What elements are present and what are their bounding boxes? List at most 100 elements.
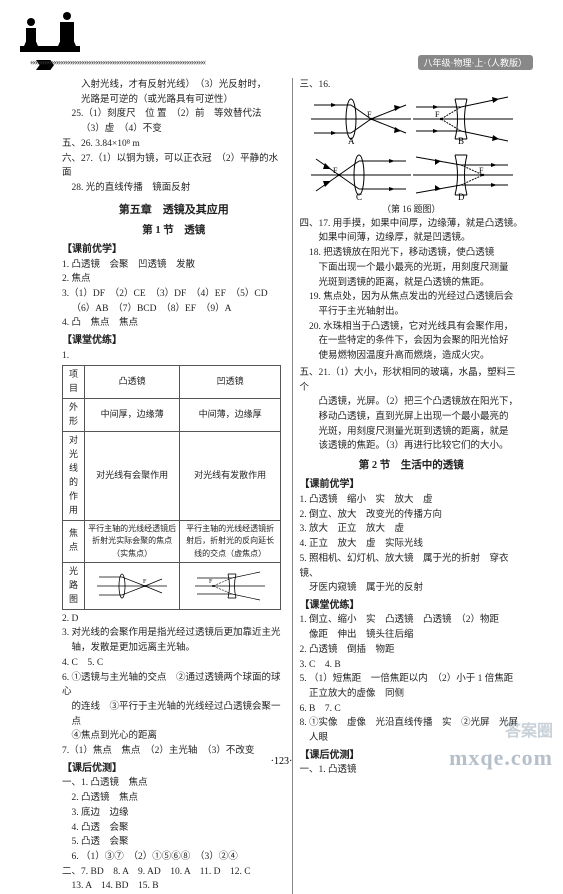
text: 使易燃物因温度升高而燃烧，造成火灾。 [300, 349, 524, 364]
concave-diagram-cell: F [180, 562, 281, 609]
text: 4. C 5. C [62, 656, 286, 671]
text: 6. ①透镜与主光轴的交点 ②通过透镜两个球面的球心 [62, 671, 286, 700]
text: 6. （1）③⑦ （2）①⑤⑥⑧ （3）②④ [62, 850, 286, 865]
text: 六、27.（1）以铜为镜，可以正衣冠 （2）平静的水面 [62, 152, 286, 181]
th: 凸透镜 [84, 366, 179, 399]
header-silhouette [20, 8, 80, 58]
text: 2. 凸透镜 焦点 [62, 791, 286, 806]
text: 该透镜的焦距。（3）再进行比较它们的大小。 [300, 439, 524, 454]
text: 1. 凸透镜 缩小 实 放大 虚 [300, 493, 524, 508]
th: 项目 [63, 366, 85, 399]
text: 2. 焦点 [62, 272, 286, 287]
header-label: 八年级·物理·上·（人教版） [418, 55, 534, 70]
text: 2. 凸透镜 倒插 物距 [300, 643, 524, 658]
text: 光路是可逆的（或光路具有可逆性） [62, 93, 286, 108]
td: 焦点 [63, 520, 85, 562]
text: 8. ①实像 虚像 光沿直线传播 实 ②光屏 光屏 [300, 716, 524, 731]
td: 对光线有发散作用 [180, 432, 281, 521]
q16-diagrams: F A F B F [311, 93, 511, 201]
section-title: 第 2 节 生活中的透镜 [300, 458, 524, 474]
svg-text:C: C [356, 192, 362, 201]
concave-lens-icon: F [195, 571, 265, 601]
main-content: 入射光线，才有反射光线） （3）光反射时， 光路是可逆的（或光路具有可逆性） 2… [62, 78, 523, 741]
td: 中间薄，边缘厚 [180, 399, 281, 432]
text: 5. 照相机、幻灯机、放大镜 属于光的折射 穿衣镜、 [300, 552, 524, 581]
text: 5. 凸透 会聚 [62, 835, 286, 850]
text: 19. 焦点处，因为从焦点发出的光经过凸透镜后会 [300, 290, 524, 305]
td: 中间厚，边缘薄 [84, 399, 179, 432]
section-title: 第 1 节 透镜 [62, 223, 286, 239]
subhead-kqyx: 【课前优学】 [62, 242, 286, 258]
watermark-url: mxqe.com [449, 745, 553, 771]
td: 平行主轴的光线经透镜折射后，折射光的反向延长线的交点（虚焦点） [180, 520, 281, 562]
text: 的连线 ③平行于主光轴的光线经过凸透镜会聚一点 [62, 700, 286, 729]
text: （6）AB （7）BCD （8）EF （9）A [62, 302, 286, 317]
text: 3. 底边 边缘 [62, 806, 286, 821]
header-chevrons: ««««««««««««««««««««««««««««««««««««««««… [30, 57, 418, 67]
q16-caption: （第 16 题图） [300, 203, 524, 217]
text: 6. B 7. C [300, 702, 524, 717]
text: 人眼 [300, 731, 524, 746]
text: 3.（1）DF （2）CE （3）DF （4）EF （5）CD [62, 287, 286, 302]
text: 28. 光的直线传播 镜面反射 [62, 181, 286, 196]
text: 3. 放大 正立 放大 虚 [300, 522, 524, 537]
text: 五、21.（1）大小，形状相同的玻璃，水晶，塑料三个 [300, 366, 524, 395]
convex-diagram-cell: F [84, 562, 179, 609]
td: 平行主轴的光线经透镜后折射光实际会聚的焦点（实焦点） [84, 520, 179, 562]
text: 18. 把透镜放在阳光下，移动透镜，使凸透镜 [300, 246, 524, 261]
text: 光斑到透镜的距离，就是凸透镜的焦距。 [300, 276, 524, 291]
text: 1. [62, 349, 286, 364]
text: 在一些特定的条件下，会因为会聚的阳光恰好 [300, 334, 524, 349]
header-bar: ««««««««««««««««««««««««««««««««««««««««… [30, 55, 533, 69]
svg-text:B: B [458, 136, 464, 145]
q16-label: 三、16. [300, 78, 524, 93]
lens-diagram-b: F B [413, 93, 513, 145]
text: 3. 对光线的会聚作用是指光经过透镜后更加靠近主光 [62, 626, 286, 641]
td: 对光线有会聚作用 [84, 432, 179, 521]
text: 凸透镜，光屏。（2）把三个凸透镜放在阳光下， [300, 395, 524, 410]
text: 平行于主光轴射出。 [300, 305, 524, 320]
text: ④焦点到光心的距离 [62, 729, 286, 744]
text: 1. 凸透镜 会聚 凹透镜 发散 [62, 258, 286, 273]
text: 1. 倒立、缩小 实 凸透镜 凸透镜 （2）物距 [300, 613, 524, 628]
text: 移动凸透镜，直到光屏上出现一个最小最亮的 [300, 410, 524, 425]
svg-text:F: F [209, 579, 213, 585]
subhead-ktyl: 【课堂优练】 [300, 598, 524, 614]
text: 2. 倒立、放大 改变光的传播方向 [300, 508, 524, 523]
text: 牙医内窥镜 属于光的反射 [300, 581, 524, 596]
text: 下面出现一个最小最亮的光斑，用刻度尺测量 [300, 261, 524, 276]
svg-text:F: F [143, 579, 147, 585]
lens-diagram-d: F D [413, 149, 513, 201]
text: 五、26. 3.84×10⁸ m [62, 137, 286, 152]
text: 4. 凸透 会聚 [62, 821, 286, 836]
lens-table: 项目 凸透镜 凹透镜 外形 中间厚，边缘薄 中间薄，边缘厚 对光线的作用 对光线… [62, 365, 281, 609]
text: 二、7. BD 8. A 9. AD 10. A 11. D 12. C [62, 865, 286, 880]
subhead-kqyx: 【课前优学】 [300, 477, 524, 493]
text: （3）虚 （4）不变 [62, 122, 286, 137]
text: 4. 凸 焦点 焦点 [62, 316, 286, 331]
svg-text:F: F [435, 110, 440, 119]
svg-text:D: D [458, 192, 465, 201]
chapter-title: 第五章 透镜及其应用 [62, 202, 286, 219]
text: 如果中间薄，边缘厚，就是凹透镜。 [300, 231, 524, 246]
td: 对光线的作用 [63, 432, 85, 521]
th: 凹透镜 [180, 366, 281, 399]
text: 4. 正立 放大 虚 实际光线 [300, 537, 524, 552]
text: 轴，发散是更加远离主光轴。 [62, 641, 286, 656]
text: 13. A 14. BD 15. B [62, 879, 286, 894]
td: 外形 [63, 399, 85, 432]
text: 2. D [62, 612, 286, 627]
text: 25.（1）刻度尺 位 置 （2）前 等效替代法 [62, 107, 286, 122]
text: 入射光线，才有反射光线） （3）光反射时， [62, 78, 286, 93]
text: 像距 伸出 镜头往后缩 [300, 628, 524, 643]
text: 四、17. 用手摸，如果中间厚，边缘薄，就是凸透镜。 [300, 217, 524, 232]
watermark-cn: 答案圈 [505, 717, 553, 741]
lens-diagram-a: F A [311, 93, 411, 145]
text: 5. （1）短焦距 一倍焦距以内 （2）小于 1 倍焦距 [300, 672, 524, 687]
text: 一、1. 凸透镜 焦点 [62, 776, 286, 791]
lens-diagram-c: F C [311, 149, 411, 201]
svg-text:A: A [348, 136, 355, 145]
subhead-ktyl: 【课堂优练】 [62, 333, 286, 349]
text: 3. C 4. B [300, 658, 524, 673]
td: 光路图 [63, 562, 85, 609]
